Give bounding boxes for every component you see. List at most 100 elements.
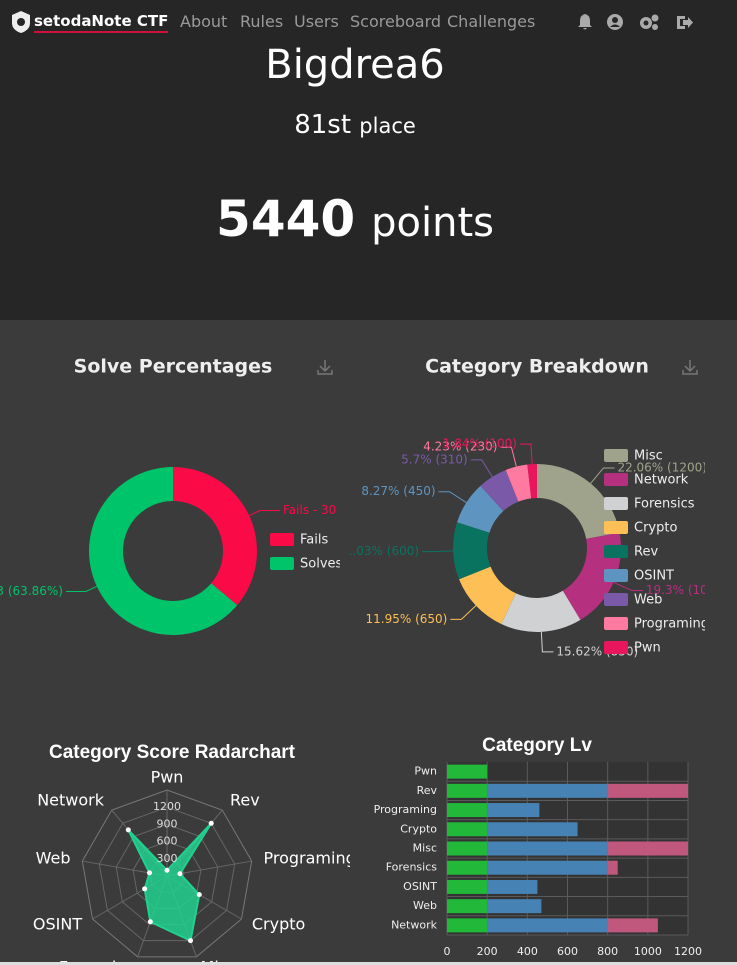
nav-link[interactable]: Challenges (447, 12, 536, 31)
tick-label: 1200 (153, 800, 181, 813)
value-label: 4.23% (230) (423, 440, 497, 454)
tick-label: 300 (157, 852, 178, 865)
label-leader (422, 550, 454, 553)
y-tick-label: Pwn (414, 765, 437, 778)
legend-swatch (604, 449, 628, 462)
legend-label: Fails (300, 533, 328, 548)
legend-swatch (604, 545, 628, 558)
label-leader (590, 467, 615, 484)
place-rank: 81st (294, 110, 352, 140)
bar-segment (487, 803, 540, 818)
label-leader (450, 605, 477, 620)
slice (501, 590, 581, 632)
user-icon[interactable] (607, 14, 623, 30)
bar-segment (447, 783, 488, 798)
y-tick-label: Crypto (400, 822, 437, 835)
nav-icons (578, 14, 693, 31)
logout-icon[interactable] (677, 16, 693, 29)
x-tick-label: 1000 (634, 945, 662, 958)
bar-segment (487, 822, 578, 837)
bar-segment (487, 783, 608, 798)
y-tick-label: OSINT (403, 880, 437, 893)
y-tick-label: Misc (413, 842, 437, 855)
legend-swatch (270, 557, 294, 570)
nav-link[interactable]: Users (294, 12, 339, 31)
chart-title: Solve Percentages (74, 356, 273, 378)
bar-segment (487, 879, 538, 894)
notification-icon[interactable] (578, 14, 592, 30)
value-label: 11.03% (600) (350, 544, 419, 558)
place-suffix: place (359, 114, 416, 138)
value-label: 22.06% (1200) (617, 460, 705, 474)
label-leader (66, 585, 98, 592)
download-icon[interactable] (317, 360, 333, 375)
nav-link[interactable]: Rules (240, 12, 284, 31)
legend-swatch (604, 593, 628, 606)
header-band (0, 0, 737, 320)
bar-segment (607, 783, 688, 798)
radar-point (142, 886, 148, 892)
value-label: Fails - 30 (36.14%) (283, 503, 340, 517)
legend-swatch (270, 533, 294, 546)
y-tick-label: Rev (417, 784, 438, 797)
chart-solve: Solve Percentages Fails - 30 (36.14%) Solv… (0, 356, 340, 636)
brand[interactable]: setodaNote CTF (34, 12, 169, 33)
legend-swatch (604, 569, 628, 582)
legend-label: Network (634, 473, 689, 488)
slice (459, 566, 516, 625)
label-leader (248, 510, 280, 517)
label-leader (470, 459, 493, 478)
bar-segment (447, 918, 488, 933)
value-label: 19.3% (1050) (646, 583, 705, 597)
legend-label: Solves (300, 557, 340, 572)
chart-title: Category Breakdown (425, 356, 649, 378)
bar-segment (487, 841, 608, 856)
tick-label: 600 (157, 835, 178, 848)
radar-point (208, 820, 214, 826)
bar-segment (487, 918, 608, 933)
radar-point (196, 892, 202, 898)
nav-link[interactable]: About (180, 12, 228, 31)
radar-point (188, 938, 194, 944)
radar-point (164, 867, 170, 873)
bar-segment (447, 822, 488, 837)
bar-segment (447, 764, 488, 779)
logo[interactable] (10, 10, 32, 34)
score-unit: points (371, 200, 494, 246)
value-label: 1.84% (100) (443, 437, 517, 451)
axis-label: Forensics (59, 958, 134, 965)
x-tick-label: 1200 (674, 945, 702, 958)
legend-label: Rev (634, 545, 658, 560)
nav-link[interactable]: Scoreboard (350, 12, 442, 31)
slice (453, 522, 491, 580)
label-leader (500, 446, 517, 467)
legend-label: Programing (634, 617, 705, 632)
bar-segment (447, 803, 488, 818)
value-label: 5.7% (310) (401, 452, 468, 466)
slice (457, 485, 504, 533)
download-icon[interactable] (682, 360, 698, 375)
bar-segment (447, 879, 488, 894)
bar-segment (447, 860, 488, 875)
slice (173, 467, 257, 606)
chart-title: Category Lv (482, 735, 592, 756)
axis-label: Crypto (252, 915, 305, 934)
bar-segment (447, 899, 488, 914)
legend-swatch (604, 497, 628, 510)
legend-swatch (604, 521, 628, 534)
chart-level: Category Lv 0 200 400 600 800 1000 1200 Pwn Rev Pr… (374, 735, 702, 958)
axis-label: Misc (201, 958, 236, 965)
label-leader (438, 491, 467, 503)
x-tick-label: 800 (597, 945, 618, 958)
value-label: 8.27% (450) (361, 484, 435, 498)
radar-point (146, 870, 152, 876)
bar-segment (607, 918, 658, 933)
bar-segment (447, 841, 488, 856)
radar-frame (81, 789, 253, 958)
legend-label: Forensics (634, 497, 695, 512)
legend-swatch (604, 473, 628, 486)
grid-ring (98, 806, 236, 942)
settings-icon[interactable] (640, 14, 659, 31)
legend-label: Web (634, 593, 662, 608)
